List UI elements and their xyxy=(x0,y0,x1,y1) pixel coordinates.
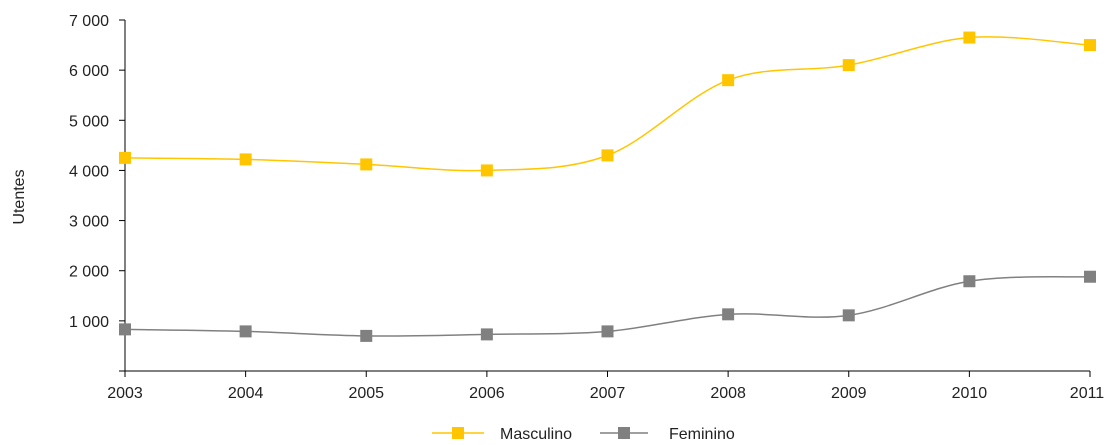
legend-marker-masculino xyxy=(452,427,464,439)
data-point-masculino xyxy=(601,149,614,162)
y-axis-title-group: Utentes xyxy=(11,169,28,224)
legend: Masculino Feminino xyxy=(432,426,735,443)
x-tick-label: 2003 xyxy=(107,385,143,402)
data-point-masculino xyxy=(119,151,131,164)
data-point-feminino xyxy=(722,308,735,321)
y-tick-label: 4 000 xyxy=(69,163,109,180)
data-point-feminino xyxy=(360,329,373,342)
data-point-masculino xyxy=(360,158,373,171)
x-tick-label: 2007 xyxy=(590,385,626,402)
data-point-feminino xyxy=(842,309,855,322)
legend-marker-feminino xyxy=(618,427,630,439)
x-tick-label: 2005 xyxy=(348,385,384,402)
x-tick-label: 2008 xyxy=(710,385,746,402)
x-tick-label: 2006 xyxy=(469,385,505,402)
legend-label-masculino: Masculino xyxy=(500,426,572,443)
legend-item-masculino: Masculino xyxy=(432,426,572,443)
axes xyxy=(119,19,1091,377)
y-axis-title: Utentes xyxy=(11,169,28,224)
y-tick-label: 2 000 xyxy=(69,264,109,281)
x-tick-label: 2010 xyxy=(952,385,988,402)
data-point-feminino xyxy=(601,325,614,338)
series-feminino xyxy=(119,270,1096,342)
data-point-feminino xyxy=(963,275,976,288)
data-point-feminino xyxy=(480,328,493,341)
series-masculino xyxy=(119,31,1096,177)
y-tick-label: 3 000 xyxy=(69,214,109,231)
y-tick-label: 1 000 xyxy=(69,314,109,331)
data-point-masculino xyxy=(1084,39,1096,52)
data-point-feminino xyxy=(239,325,252,338)
x-tick-labels: 2003 2004 2005 2006 2007 2008 2009 2010 2011 xyxy=(107,385,1104,402)
series-line-feminino xyxy=(124,275,1091,337)
data-point-feminino xyxy=(1084,270,1096,283)
y-tick-label: 7 000 xyxy=(69,13,109,30)
legend-label-feminino: Feminino xyxy=(669,426,735,443)
x-tick-label: 2011 xyxy=(1070,385,1105,402)
y-tick-label: 5 000 xyxy=(69,113,109,130)
data-point-feminino xyxy=(119,323,131,336)
data-point-masculino xyxy=(239,153,252,166)
x-tick-label: 2009 xyxy=(831,385,867,402)
legend-item-feminino: Feminino xyxy=(600,426,735,443)
y-tick-labels: 1 000 2 000 3 000 4 000 5 000 6 000 7 000 xyxy=(69,13,109,331)
x-tick-label: 2004 xyxy=(228,385,264,402)
data-point-masculino xyxy=(842,59,855,72)
data-point-masculino xyxy=(963,31,976,44)
y-tick-label: 6 000 xyxy=(69,63,109,80)
data-point-masculino xyxy=(722,74,735,87)
data-point-masculino xyxy=(480,164,493,177)
series-layer xyxy=(119,31,1096,342)
